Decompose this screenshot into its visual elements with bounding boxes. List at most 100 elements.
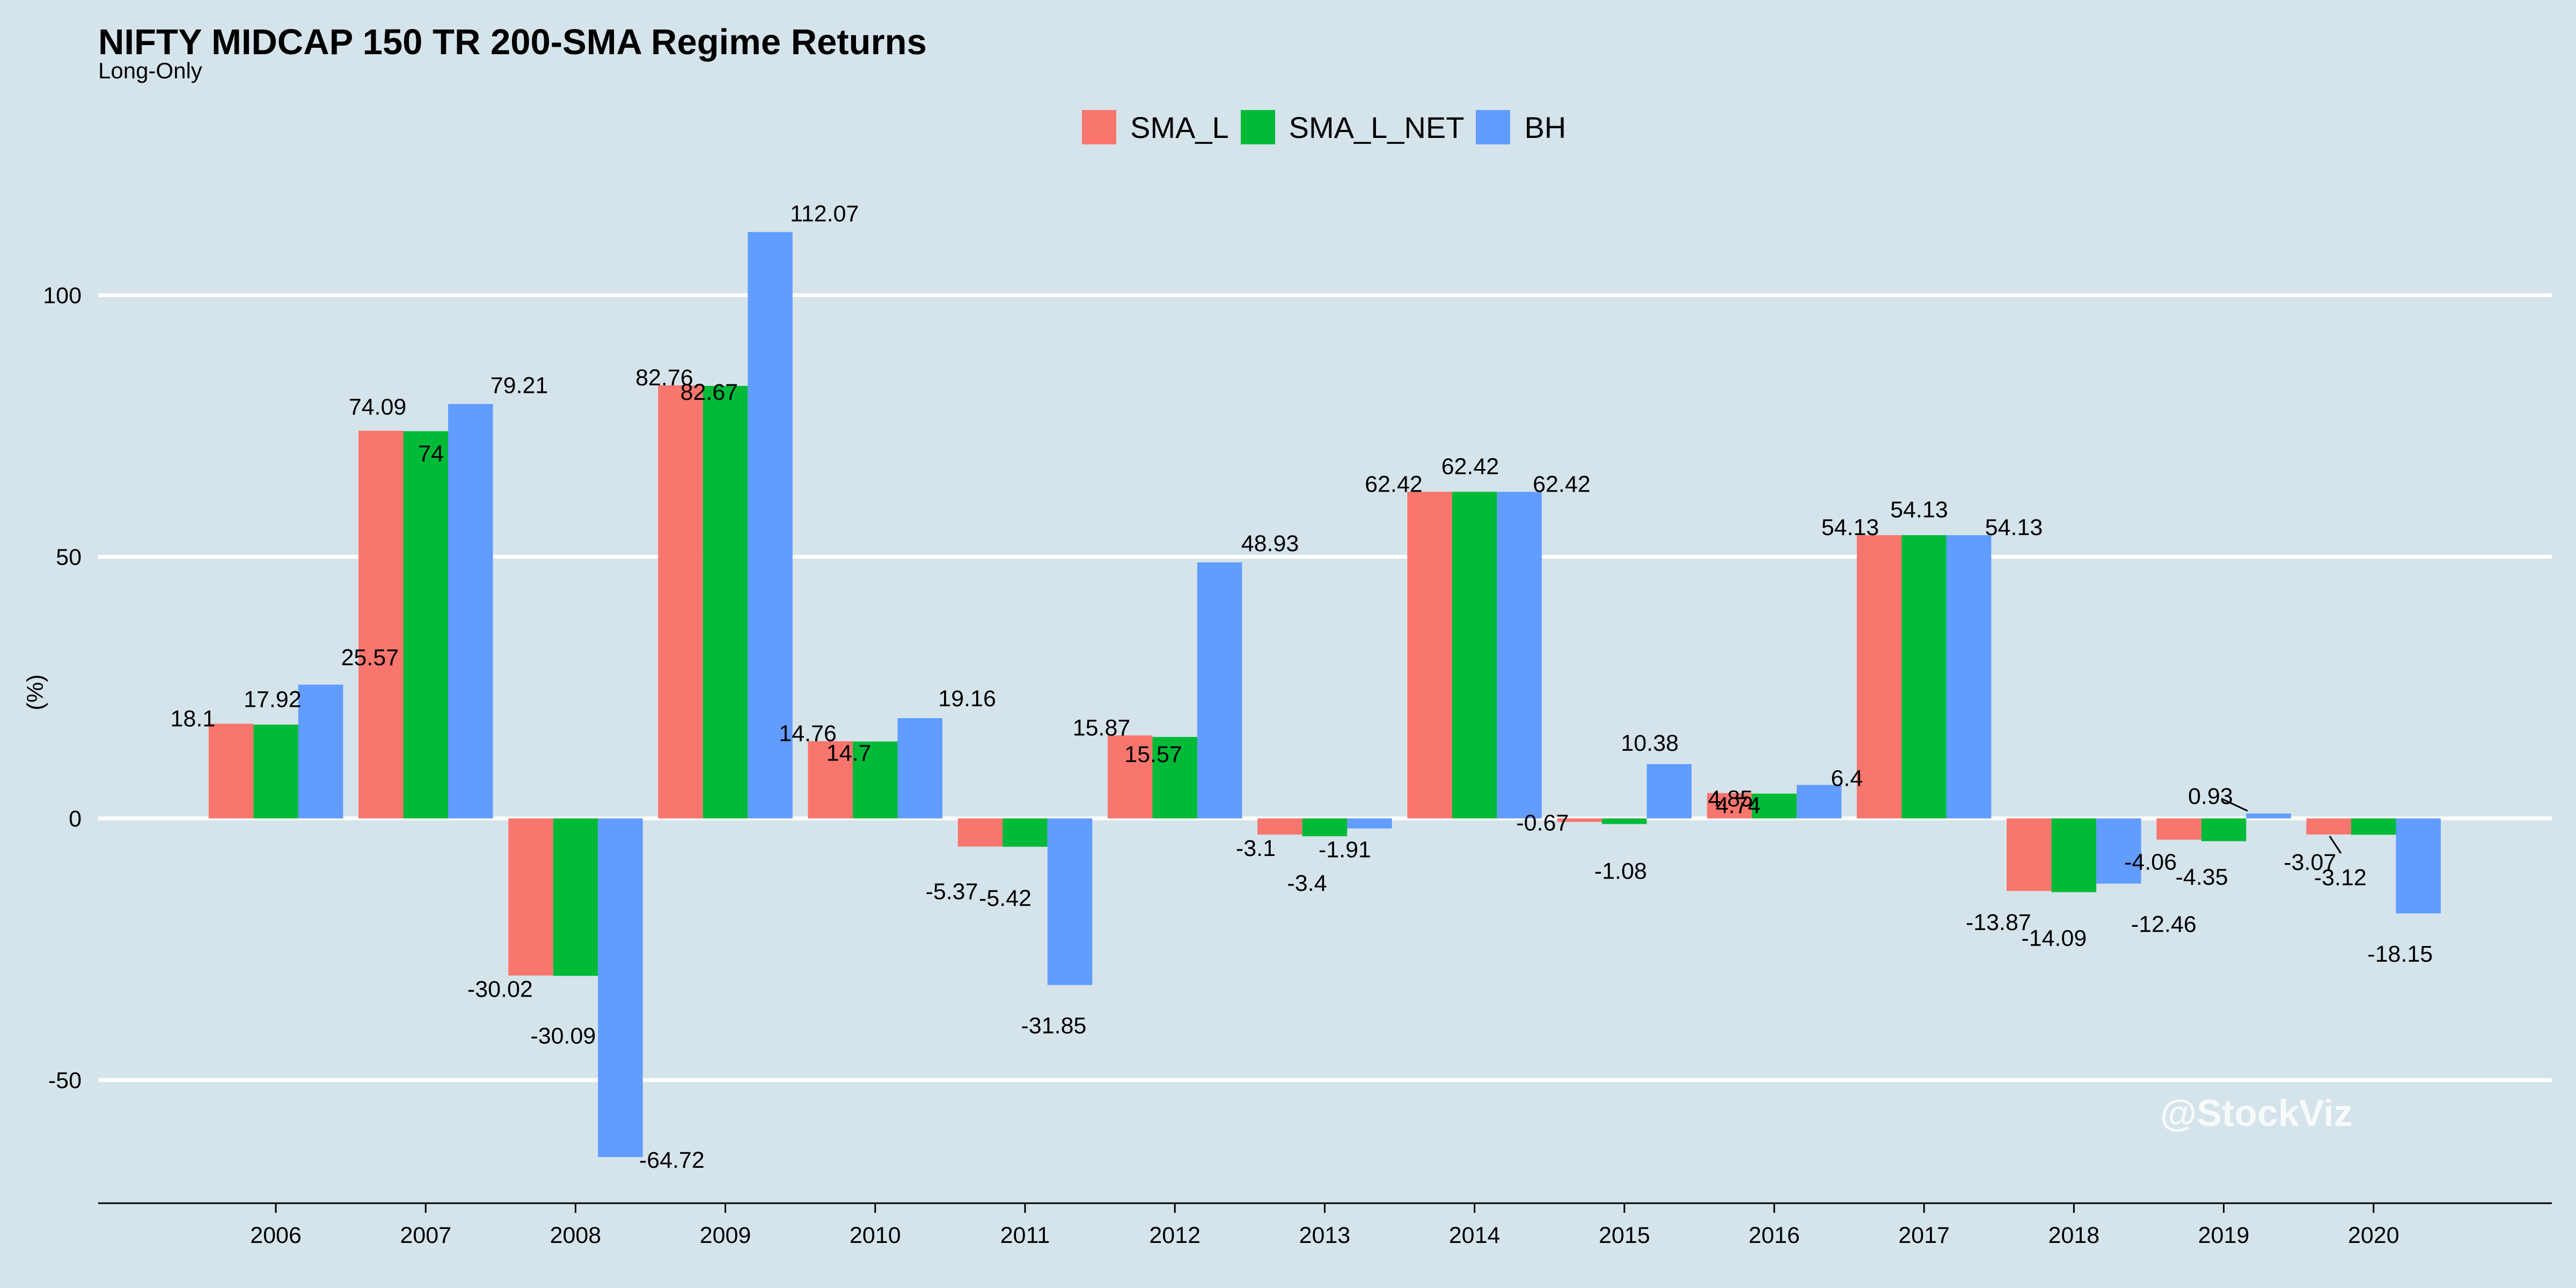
bar-bh-2007 <box>448 404 493 818</box>
data-label-sma-l-2008: -30.02 <box>467 977 533 1002</box>
y-tick-label: 100 <box>43 283 82 309</box>
data-label-sma-l-2015: -0.67 <box>1516 810 1569 836</box>
bar-sma-l-net-2018 <box>2051 818 2097 892</box>
data-label-bh-2019: 0.93 <box>2188 784 2233 809</box>
data-label-sma-l-2020: -3.07 <box>2284 850 2336 875</box>
bar-sma-l-net-2013 <box>1302 818 1348 837</box>
data-label-bh-2012: 48.93 <box>1241 531 1299 557</box>
legend-swatch-bh <box>1476 110 1511 144</box>
data-label-bh-2007: 79.21 <box>491 373 548 399</box>
x-tick-label: 2006 <box>250 1223 302 1248</box>
data-label-sma-l-2017: 54.13 <box>1821 515 1879 540</box>
bar-sma-l-2016 <box>1707 793 1752 818</box>
bar-sma-l-net-2017 <box>1901 535 1946 818</box>
bar-bh-2011 <box>1047 818 1093 985</box>
data-label-sma-l-net-2015: -1.08 <box>1594 859 1647 884</box>
y-tick-label: -50 <box>48 1068 82 1094</box>
x-tick-label: 2007 <box>400 1223 451 1248</box>
x-tick-label: 2011 <box>1000 1223 1050 1248</box>
grid-layer <box>98 293 2552 1082</box>
bar-sma-l-2009 <box>658 385 703 818</box>
data-label-bh-2020: -18.15 <box>2367 941 2433 967</box>
x-tick-label: 2018 <box>2048 1223 2100 1248</box>
data-label-sma-l-net-2013: -3.4 <box>1287 870 1327 896</box>
bar-bh-2012 <box>1197 562 1242 818</box>
data-label-sma-l-net-2012: 15.57 <box>1124 742 1182 767</box>
bar-bh-2009 <box>748 232 793 818</box>
legend-item-bh: BH <box>1476 110 1566 145</box>
data-label-sma-l-2019: -4.06 <box>2124 850 2177 875</box>
bar-sma-l-2019 <box>2156 818 2201 840</box>
data-label-bh-2016: 6.4 <box>1831 766 1863 792</box>
data-label-bh-2009: 112.07 <box>790 201 859 226</box>
data-label-sma-l-net-2020: -3.12 <box>2314 865 2367 890</box>
bar-sma-l-net-2020 <box>2351 818 2396 835</box>
bar-sma-l-net-2019 <box>2201 818 2246 841</box>
bar-sma-l-net-2011 <box>1002 818 1048 847</box>
data-label-bh-2008: -64.72 <box>639 1147 705 1173</box>
data-label-sma-l-net-2006: 17.92 <box>244 686 302 712</box>
x-tick-label: 2019 <box>2198 1223 2250 1248</box>
bar-bh-2018 <box>2096 818 2141 884</box>
data-label-sma-l-2018: -13.87 <box>1966 910 2031 935</box>
legend-label-bh: BH <box>1524 110 1567 144</box>
bar-sma-l-2017 <box>1856 535 1902 818</box>
watermark: @StockViz <box>2160 1092 2353 1134</box>
data-label-sma-l-net-2010: 14.7 <box>826 741 872 766</box>
bar-sma-l-net-2015 <box>1602 818 1647 824</box>
bar-sma-l-net-2007 <box>403 431 448 818</box>
data-label-sma-l-2009: 82.76 <box>635 365 693 391</box>
x-tick-label: 2012 <box>1149 1223 1201 1248</box>
data-label-sma-l-net-2019: -4.35 <box>2176 864 2228 890</box>
x-tick-label: 2016 <box>1748 1223 1800 1248</box>
x-tick-label: 2020 <box>2348 1223 2399 1248</box>
legend-item-sma-l: SMA_L <box>1082 110 1229 145</box>
data-label-sma-l-net-2016: 4.74 <box>1716 793 1761 818</box>
bar-bh-2014 <box>1497 492 1542 818</box>
legend-swatch-sma-l-net <box>1240 110 1275 144</box>
x-tick-label: 2014 <box>1449 1223 1501 1248</box>
data-label-sma-l-net-2017: 54.13 <box>1890 497 1948 523</box>
y-tick-label: 0 <box>69 806 82 832</box>
legend-swatch-sma-l <box>1082 110 1116 144</box>
bar-sma-l-2008 <box>508 818 553 976</box>
bar-bh-2010 <box>897 718 942 818</box>
leader-layer <box>2221 797 2342 854</box>
bar-sma-l-2010 <box>808 741 853 818</box>
bar-bh-2015 <box>1646 764 1692 818</box>
bar-sma-l-2014 <box>1407 492 1452 818</box>
bar-sma-l-net-2009 <box>702 386 748 818</box>
leader-line-2020-sma-l <box>2329 836 2342 854</box>
bar-sma-l-2006 <box>208 723 254 818</box>
bar-sma-l-net-2006 <box>253 724 298 818</box>
x-tick-label: 2013 <box>1299 1223 1351 1248</box>
y-axis-title: (%) <box>23 675 48 711</box>
data-label-sma-l-2006: 18.1 <box>171 706 216 732</box>
data-label-bh-2013: -1.91 <box>1319 837 1371 863</box>
legend-label-sma-l: SMA_L <box>1130 110 1229 144</box>
data-label-bh-2017: 54.13 <box>1985 515 2043 540</box>
data-label-bh-2010: 19.16 <box>938 686 996 712</box>
bar-sma-l-2015 <box>1557 818 1602 822</box>
bar-sma-l-2020 <box>2306 818 2351 835</box>
bar-bh-2020 <box>2396 818 2441 913</box>
x-tick-label: 2010 <box>850 1223 901 1248</box>
data-label-bh-2011: -31.85 <box>1021 1013 1087 1039</box>
leader-line-2019-bh <box>2221 797 2248 812</box>
bar-sma-l-net-2012 <box>1152 737 1197 818</box>
bar-sma-l-net-2016 <box>1752 793 1797 818</box>
x-tick-label: 2009 <box>700 1223 751 1248</box>
bar-sma-l-2007 <box>358 430 404 818</box>
bar-bh-2013 <box>1347 818 1392 829</box>
y-tick-label: 50 <box>56 545 82 570</box>
bar-bh-2008 <box>598 818 643 1157</box>
bar-sma-l-net-2010 <box>853 741 898 818</box>
bar-sma-l-2013 <box>1257 818 1302 835</box>
x-tick-label: 2015 <box>1599 1223 1650 1248</box>
chart-title: NIFTY MIDCAP 150 TR 200-SMA Regime Retur… <box>98 22 927 62</box>
data-label-sma-l-2016: 4.85 <box>1708 786 1753 812</box>
data-label-bh-2018: -12.46 <box>2131 912 2197 938</box>
bar-bh-2006 <box>298 684 343 818</box>
